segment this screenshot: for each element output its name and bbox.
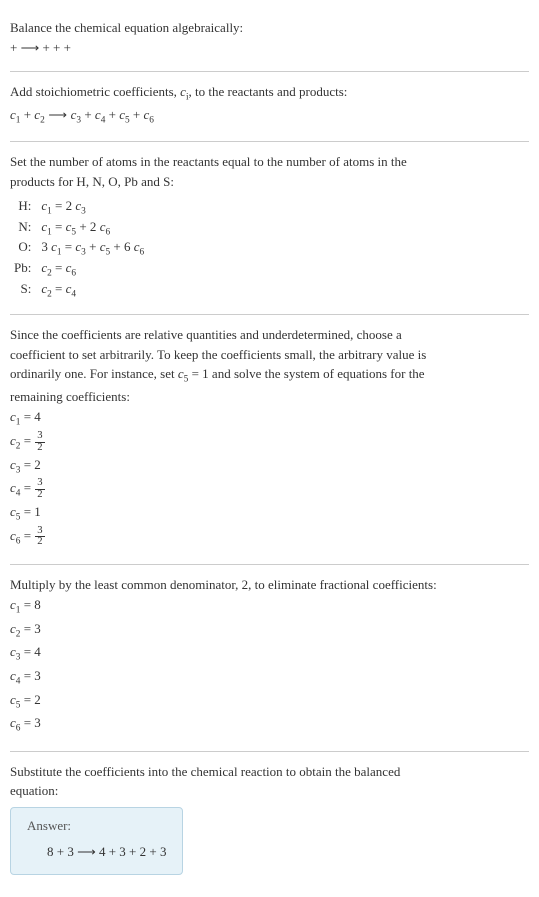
row-label-pb: Pb: xyxy=(10,259,37,280)
coef-line: c1 = 8 xyxy=(10,595,529,618)
answer-intro-2: equation: xyxy=(10,781,529,801)
o-pre: 3 xyxy=(41,239,51,254)
h-eq: = 2 xyxy=(52,198,76,213)
row-label-h: H: xyxy=(10,197,37,218)
fraction: 32 xyxy=(35,478,44,500)
lcd-intro: Multiply by the least common denominator… xyxy=(10,575,529,595)
section-balance-intro: Balance the chemical equation algebraica… xyxy=(10,8,529,72)
coef-eq: = 1 xyxy=(20,504,40,519)
coef-line: c6 = 32 xyxy=(10,526,529,549)
p3: + xyxy=(81,107,95,122)
section-add-coefficients: Add stoichiometric coefficients, ci, to … xyxy=(10,72,529,142)
frac-den: 2 xyxy=(35,490,44,501)
h-r1s: 3 xyxy=(81,207,86,217)
coef-val: = 4 xyxy=(20,644,40,659)
row-eq-h: c1 = 2 c3 xyxy=(37,197,148,218)
answer-equation: 8 + 3 ⟶ 4 + 3 + 2 + 3 xyxy=(27,844,166,860)
table-row: O: 3 c1 = c3 + c5 + 6 c6 xyxy=(10,238,148,259)
coef-line: c4 = 3 xyxy=(10,666,529,689)
row-eq-pb: c2 = c6 xyxy=(37,259,148,280)
coef-line: c3 = 4 xyxy=(10,642,529,665)
atom-equation-table: H: c1 = 2 c3 N: c1 = c5 + 2 c6 O: 3 c1 =… xyxy=(10,197,148,300)
s-r1s: 4 xyxy=(71,289,76,299)
row-eq-s: c2 = c4 xyxy=(37,280,148,301)
add-coef-text-a: Add stoichiometric coefficients, xyxy=(10,84,180,99)
table-row: Pb: c2 = c6 xyxy=(10,259,148,280)
pb-r1s: 6 xyxy=(71,269,76,279)
p1: + xyxy=(20,107,34,122)
table-row: S: c2 = c4 xyxy=(10,280,148,301)
frac-den: 2 xyxy=(35,443,44,454)
atoms-intro-1: Set the number of atoms in the reactants… xyxy=(10,152,529,172)
solve-3b: = 1 and solve the system of equations fo… xyxy=(188,366,424,381)
solve-3a: ordinarily one. For instance, set xyxy=(10,366,178,381)
fraction: 32 xyxy=(35,431,44,453)
frac-den: 2 xyxy=(35,537,44,548)
coef-list-2: c1 = 8c2 = 3c3 = 4c4 = 3c5 = 2c6 = 3 xyxy=(10,595,529,736)
solve-intro-2: coefficient to set arbitrarily. To keep … xyxy=(10,345,529,365)
coef-eq: = xyxy=(20,528,34,543)
section-solve-coefficients: Since the coefficients are relative quan… xyxy=(10,315,529,564)
coef-line: c5 = 1 xyxy=(10,502,529,525)
add-coef-text-b: , to the reactants and products: xyxy=(189,84,348,99)
coef-val: = 3 xyxy=(20,668,40,683)
coef-eq: = xyxy=(20,481,34,496)
s-eq: = xyxy=(52,281,66,296)
intro-line-2: + ⟶ + + + xyxy=(10,38,529,58)
answer-intro-1: Substitute the coefficients into the che… xyxy=(10,762,529,782)
row-label-o: O: xyxy=(10,238,37,259)
o-m1: + xyxy=(86,239,100,254)
coef-line: c4 = 32 xyxy=(10,478,529,501)
pb-eq: = xyxy=(52,260,66,275)
n-r2s: 6 xyxy=(105,227,110,237)
solve-intro-1: Since the coefficients are relative quan… xyxy=(10,325,529,345)
coef-val: = 3 xyxy=(20,715,40,730)
atoms-intro-2: products for H, N, O, Pb and S: xyxy=(10,172,529,192)
row-label-s: S: xyxy=(10,280,37,301)
coef-eq: = 4 xyxy=(20,409,40,424)
table-row: H: c1 = 2 c3 xyxy=(10,197,148,218)
n-mid: + 2 xyxy=(76,219,100,234)
section-answer: Substitute the coefficients into the che… xyxy=(10,752,529,889)
p5: + xyxy=(130,107,144,122)
c6-s: 6 xyxy=(149,115,154,125)
intro-line-1: Balance the chemical equation algebraica… xyxy=(10,18,529,38)
fraction: 32 xyxy=(35,526,44,548)
coef-line: c3 = 2 xyxy=(10,455,529,478)
solve-intro-4: remaining coefficients: xyxy=(10,387,529,407)
section-multiply-lcd: Multiply by the least common denominator… xyxy=(10,565,529,752)
coef-line: c1 = 4 xyxy=(10,407,529,430)
o-r3s: 6 xyxy=(140,248,145,258)
row-eq-n: c1 = c5 + 2 c6 xyxy=(37,218,148,239)
o-m2: + 6 xyxy=(110,239,134,254)
answer-label: Answer: xyxy=(27,818,166,834)
coef-val: = 3 xyxy=(20,621,40,636)
add-coef-line-2: c1 + c2 ⟶ c3 + c4 + c5 + c6 xyxy=(10,105,529,128)
answer-box: Answer: 8 + 3 ⟶ 4 + 3 + 2 + 3 xyxy=(10,807,183,875)
coef-val: = 8 xyxy=(20,597,40,612)
o-eq: = xyxy=(62,239,76,254)
n-eq: = xyxy=(52,219,66,234)
coef-list-1: c1 = 4c2 = 32c3 = 2c4 = 32c5 = 1c6 = 32 xyxy=(10,407,529,548)
section-atom-equations: Set the number of atoms in the reactants… xyxy=(10,142,529,315)
coef-line: c2 = 32 xyxy=(10,431,529,454)
row-label-n: N: xyxy=(10,218,37,239)
coef-eq: = xyxy=(20,433,34,448)
coef-eq: = 2 xyxy=(20,457,40,472)
solve-intro-3: ordinarily one. For instance, set c5 = 1… xyxy=(10,364,529,387)
coef-line: c2 = 3 xyxy=(10,619,529,642)
coef-line: c6 = 3 xyxy=(10,713,529,736)
p2: ⟶ xyxy=(45,107,71,122)
coef-line: c5 = 2 xyxy=(10,690,529,713)
coef-val: = 2 xyxy=(20,692,40,707)
row-eq-o: 3 c1 = c3 + c5 + 6 c6 xyxy=(37,238,148,259)
p4: + xyxy=(105,107,119,122)
table-row: N: c1 = c5 + 2 c6 xyxy=(10,218,148,239)
add-coef-line-1: Add stoichiometric coefficients, ci, to … xyxy=(10,82,529,105)
frac-num: 3 xyxy=(35,431,44,443)
